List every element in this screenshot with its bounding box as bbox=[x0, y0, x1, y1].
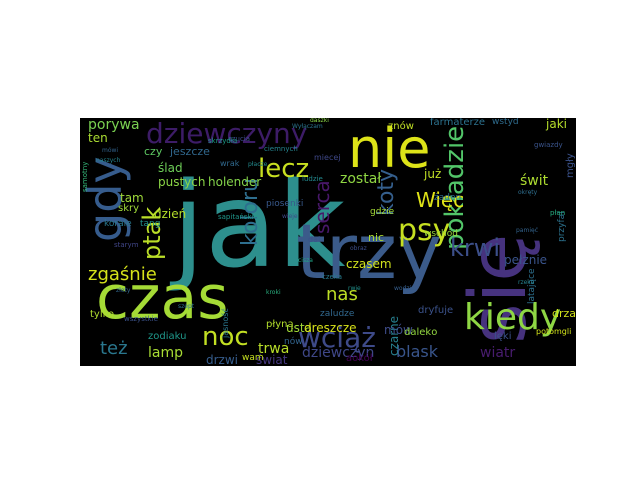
cloud-word: kroki bbox=[266, 289, 281, 296]
cloud-word: usta bbox=[286, 321, 312, 335]
cloud-word: naszych bbox=[96, 157, 121, 164]
cloud-word: farmaterze bbox=[430, 118, 486, 128]
cloud-word: Więc bbox=[416, 188, 465, 212]
cloud-word: gwiazdy bbox=[534, 141, 563, 149]
cloud-word: ślad bbox=[158, 161, 183, 175]
cloud-word: piosenki bbox=[266, 199, 304, 209]
cloud-word: trzy bbox=[296, 207, 442, 296]
cloud-word: dryfuje bbox=[418, 305, 454, 316]
cloud-word: czasem bbox=[346, 257, 392, 271]
cloud-word: nie bbox=[348, 118, 431, 180]
cloud-word: jasność bbox=[221, 308, 230, 338]
cloud-word: samotny bbox=[81, 161, 89, 192]
cloud-word: nic bbox=[368, 231, 385, 244]
cloud-word: wciąż bbox=[298, 321, 376, 354]
cloud-word: wstyd bbox=[492, 118, 519, 127]
cloud-word: jak bbox=[172, 156, 346, 294]
cloud-word: został bbox=[340, 171, 382, 187]
cloud-word: rwie bbox=[348, 285, 361, 292]
cloud-word: porywa bbox=[88, 118, 140, 133]
cloud-word: mówi bbox=[102, 147, 119, 154]
cloud-word: drza bbox=[552, 307, 576, 320]
word-cloud: jak się trzy czas nie gdy kiedy dziewczyny psy le… bbox=[80, 118, 576, 366]
cloud-word: wieje bbox=[282, 213, 298, 220]
cloud-word: wschód bbox=[424, 229, 458, 239]
cloud-word: blask bbox=[396, 342, 439, 361]
cloud-word: dzień bbox=[154, 207, 187, 221]
cloud-word: serca bbox=[310, 180, 334, 234]
cloud-word: znów bbox=[388, 121, 414, 132]
cloud-word: okręty bbox=[518, 189, 538, 196]
cloud-word: ludzie bbox=[302, 175, 323, 183]
cloud-word: holender bbox=[208, 175, 262, 189]
cloud-word: świat bbox=[256, 353, 288, 366]
cloud-word: Wyłączam bbox=[292, 123, 323, 130]
cloud-word: czeka bbox=[322, 273, 343, 281]
cloud-word: kiedy bbox=[464, 297, 562, 338]
cloud-word: sapitańskie bbox=[218, 213, 258, 221]
cloud-word: psy bbox=[398, 213, 451, 248]
cloud-word: czas bbox=[96, 263, 229, 333]
cloud-word: zodiaku bbox=[148, 331, 187, 342]
cloud-word: czucia bbox=[228, 135, 251, 143]
cloud-word: lamp bbox=[148, 345, 183, 361]
cloud-word: dal bbox=[308, 235, 321, 244]
cloud-word: czy bbox=[144, 145, 163, 158]
cloud-word: aokół bbox=[346, 353, 373, 364]
cloud-word: gdzie bbox=[370, 207, 395, 217]
cloud-word: mgły bbox=[565, 153, 576, 178]
cloud-word: skrzydła bbox=[208, 137, 238, 145]
cloud-word: szept bbox=[178, 303, 195, 310]
cloud-word: świt bbox=[520, 173, 549, 189]
cloud-word: obraz bbox=[350, 245, 367, 252]
cloud-word: dziewczyn bbox=[302, 345, 375, 361]
cloud-word: ciemnych bbox=[264, 145, 298, 153]
cloud-word: potomgli bbox=[536, 327, 572, 336]
cloud-word: wrak bbox=[220, 159, 240, 168]
cloud-word: mów bbox=[384, 323, 413, 337]
cloud-word: ten bbox=[88, 131, 108, 145]
cloud-word: rzeka bbox=[518, 279, 535, 286]
cloud-word: wodzie bbox=[394, 285, 415, 292]
cloud-word: pełznie bbox=[504, 253, 548, 267]
cloud-word: płyną bbox=[266, 319, 294, 330]
cloud-word: pamięć bbox=[516, 227, 538, 234]
cloud-word: wam bbox=[242, 353, 264, 363]
cloud-word: jeszcze bbox=[170, 145, 210, 158]
cloud-word: drzwi bbox=[206, 353, 238, 366]
cloud-word: cisza bbox=[298, 257, 313, 264]
cloud-word: trwa bbox=[258, 341, 290, 357]
cloud-word: płacze bbox=[248, 161, 268, 168]
cloud-word: skry bbox=[118, 203, 140, 214]
cloud-word: zaludze bbox=[320, 309, 355, 319]
cloud-word: tylko bbox=[90, 309, 115, 320]
cloud-word: tang bbox=[140, 219, 161, 229]
cloud-word: zgaśnie bbox=[88, 264, 157, 285]
cloud-word: wszystkie bbox=[124, 315, 158, 323]
cloud-word: złoty bbox=[116, 287, 131, 294]
cloud-word: dalekо bbox=[404, 327, 438, 338]
cloud-word: korale bbox=[104, 219, 132, 229]
cloud-word: dreszcze bbox=[304, 321, 357, 335]
cloud-word: też bbox=[100, 338, 128, 359]
cloud-word: nas bbox=[326, 284, 358, 305]
cloud-word: wiatr bbox=[480, 345, 516, 361]
cloud-word: nów bbox=[284, 337, 303, 347]
cloud-word: miecej bbox=[314, 153, 341, 162]
cloud-word: daszki bbox=[310, 118, 329, 124]
cloud-word: płan bbox=[550, 209, 566, 217]
cloud-word: latające bbox=[527, 268, 537, 304]
cloud-word: krwi bbox=[450, 234, 501, 262]
cloud-word: jaki bbox=[546, 118, 567, 131]
cloud-word: tam bbox=[120, 191, 144, 205]
cloud-word: żaden bbox=[434, 193, 462, 203]
cloud-word: lecz bbox=[258, 154, 310, 184]
cloud-word: noc bbox=[202, 322, 249, 352]
cloud-word: lęki bbox=[494, 331, 512, 342]
cloud-word: już bbox=[424, 167, 442, 181]
cloud-word: dziewczyny bbox=[146, 118, 308, 150]
cloud-word: starym bbox=[114, 241, 139, 249]
cloud-word: pustych bbox=[158, 175, 206, 189]
